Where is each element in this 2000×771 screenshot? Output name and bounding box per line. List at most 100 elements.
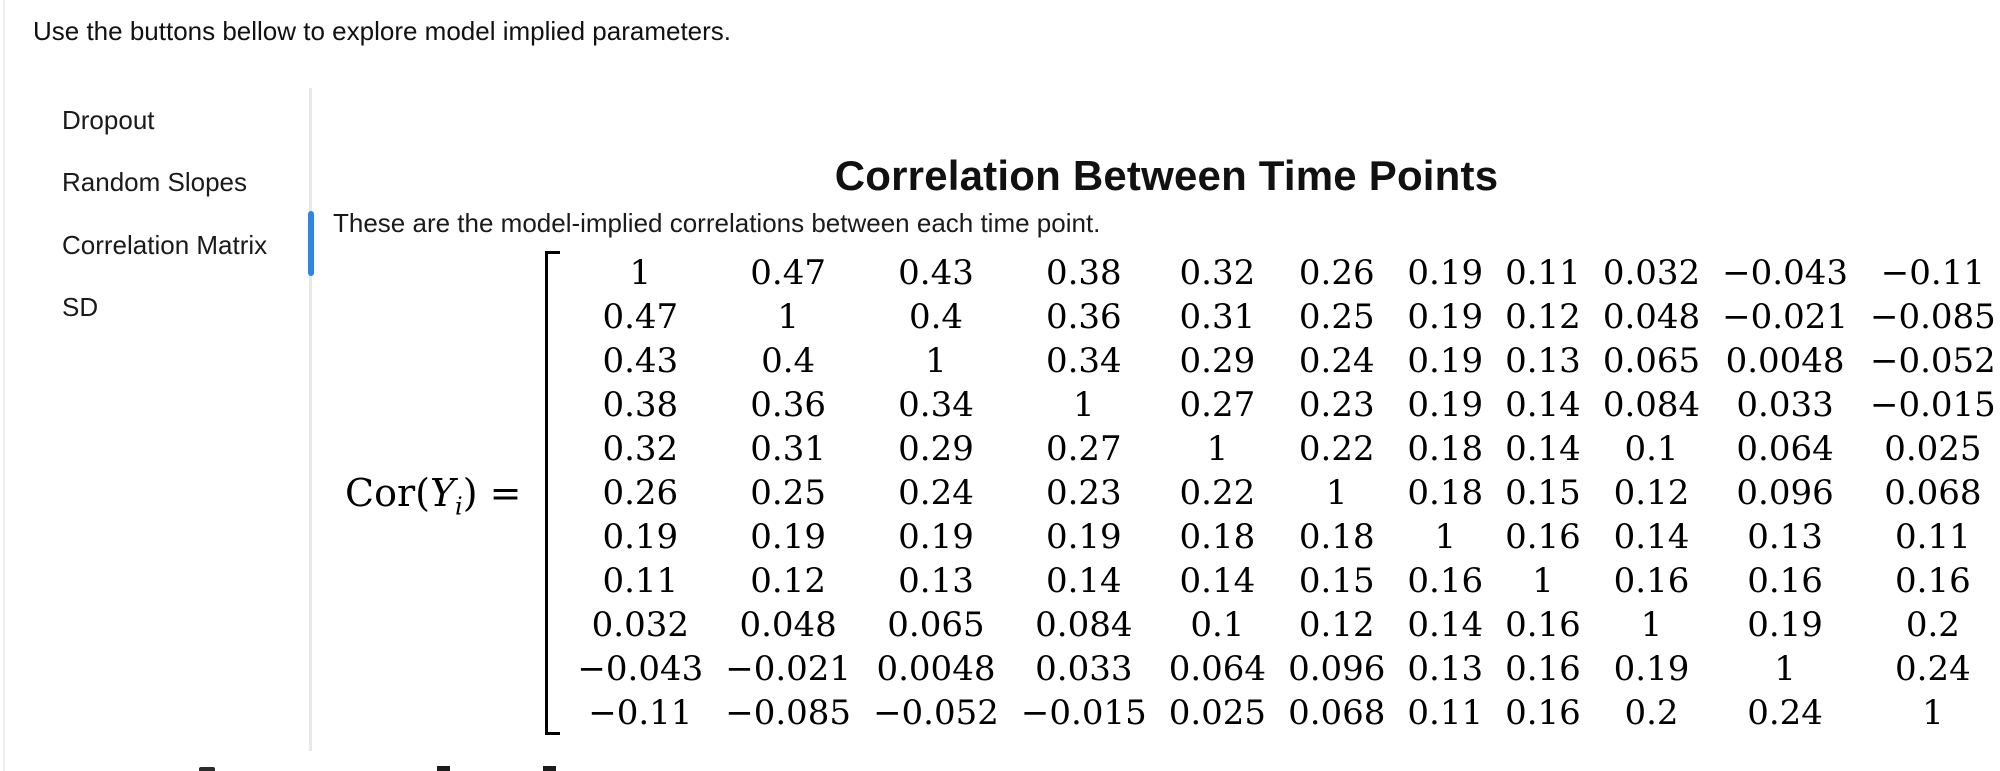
matrix-cell: 0.096	[1288, 649, 1386, 689]
matrix-cell: 0.36	[750, 385, 826, 425]
correlation-matrix-table: 1 0.47 0.43 0.38 0.32 0.26 0.19 0.11 0.032 −0.043…	[566, 251, 2000, 735]
sidebar-item-label: Dropout	[62, 104, 155, 135]
page-left-border	[3, 0, 5, 771]
sidebar-item-label: SD	[62, 292, 99, 323]
matrix-cell: 0.38	[602, 385, 679, 425]
matrix-cell: 1	[1922, 693, 1944, 733]
matrix-cell: 1	[629, 253, 652, 293]
intro-text: Use the buttons bellow to explore model …	[33, 16, 732, 46]
matrix-cell: 0.23	[1298, 385, 1375, 425]
matrix-cell: 0.22	[1179, 473, 1256, 513]
sidebar-item-dropout[interactable]: Dropout	[62, 89, 302, 152]
matrix-cell: 0.24	[898, 473, 974, 513]
matrix-cell: 0.22	[1298, 429, 1375, 469]
matrix-row: 0.11 0.12 0.13 0.14 0.14 0.15 0.16 1 0.16 0.16 0.1…	[566, 559, 2000, 603]
matrix-cell: 0.11	[602, 561, 679, 601]
matrix-cell: 0.033	[1736, 385, 1834, 425]
matrix-cell: 0.0048	[1725, 341, 1845, 381]
sidebar-active-indicator	[308, 211, 314, 276]
matrix-cell: 0.1	[1624, 429, 1679, 469]
matrix-row: 0.26 0.25 0.24 0.23 0.22 1 0.18 0.15 0.12 0.096 0.…	[566, 471, 2000, 515]
matrix-cell: 0.19	[1407, 385, 1484, 425]
sidebar-item-label: Correlation Matrix	[62, 229, 268, 260]
matrix-cell: 0.14	[1613, 517, 1690, 557]
matrix-cell: 0.31	[1179, 297, 1256, 337]
matrix-cell: 0.14	[1505, 429, 1581, 469]
matrix-cell: 0.2	[1905, 605, 1960, 645]
matrix-cell: 0.34	[898, 385, 974, 425]
matrix-cell: 0.16	[1747, 561, 1823, 601]
matrix-cell: 1	[777, 297, 799, 337]
sidebar-item-random-slopes[interactable]: Random Slopes	[62, 152, 302, 215]
matrix-cell: 0.084	[1035, 605, 1133, 645]
matrix-cell: 0.4	[908, 297, 964, 337]
matrix-cell: 0.11	[1407, 693, 1484, 733]
matrix-cell: 1	[1434, 517, 1457, 557]
matrix-cell: −0.085	[725, 693, 852, 733]
matrix-cell: 0.25	[1298, 297, 1375, 337]
matrix-cell: 0.27	[1179, 385, 1256, 425]
matrix-row: −0.11 −0.085 −0.052 −0.015 0.025 0.068 0.11 0.1…	[566, 691, 2000, 735]
sidebar: Dropout Random Slopes Correlation Matrix…	[62, 89, 302, 339]
sidebar-item-correlation-matrix[interactable]: Correlation Matrix	[62, 214, 302, 277]
matrix-cell: 0.1	[1190, 605, 1245, 645]
matrix-cell: 0.18	[1407, 429, 1484, 469]
sidebar-item-label: Random Slopes	[62, 167, 247, 198]
matrix-cell: −0.021	[725, 649, 852, 689]
matrix-cell: 0.15	[1505, 473, 1581, 513]
matrix-cell: 0.16	[1505, 605, 1581, 645]
matrix-cell: 0.15	[1298, 561, 1375, 601]
matrix-cell: 0.24	[1895, 649, 1971, 689]
matrix-cell: 0.033	[1035, 649, 1133, 689]
cutoff-next-section-glyph	[437, 766, 450, 771]
matrix-cell: 0.47	[602, 297, 679, 337]
matrix-cell: 0.18	[1298, 517, 1375, 557]
main-content: Correlation Between Time Points These ar…	[333, 0, 2000, 771]
matrix-cell: 0.19	[1613, 649, 1690, 689]
matrix-cell: 0.14	[1505, 385, 1581, 425]
matrix-row: 0.19 0.19 0.19 0.19 0.18 0.18 1 0.16 0.14 0.13 0.1…	[566, 515, 2000, 559]
matrix-cell: 1	[1325, 473, 1348, 513]
matrix-cell: 0.048	[1602, 297, 1701, 337]
matrix-cell: 0.29	[898, 429, 974, 469]
matrix-cell: 0.13	[1747, 517, 1823, 557]
matrix-cell: 0.11	[1505, 253, 1581, 293]
matrix-cell: 1	[1640, 605, 1663, 645]
matrix-cell: 1	[925, 341, 947, 381]
matrix-cell: 0.19	[602, 517, 679, 557]
sidebar-divider	[309, 88, 312, 751]
matrix-cell: 0.29	[1179, 341, 1256, 381]
matrix-cell: 0.096	[1736, 473, 1834, 513]
matrix-cell: 0.068	[1884, 473, 1982, 513]
matrix-cell: 0.19	[750, 517, 826, 557]
matrix-cell: 0.084	[1602, 385, 1701, 425]
matrix-row: 0.032 0.048 0.065 0.084 0.1 0.12 0.14 0.16 1 0.19…	[566, 603, 2000, 647]
matrix-cell: 0.18	[1407, 473, 1484, 513]
matrix-row: 0.32 0.31 0.29 0.27 1 0.22 0.18 0.14 0.1 0.064 0.0…	[566, 427, 2000, 471]
matrix-cell: 1	[1532, 561, 1554, 601]
matrix-cell: 0.32	[1179, 253, 1256, 293]
matrix-cell: 0.24	[1298, 341, 1375, 381]
matrix-cell: 0.13	[898, 561, 974, 601]
matrix-cell: 1	[1206, 429, 1229, 469]
matrix-row: 0.43 0.4 1 0.34 0.29 0.24 0.19 0.13 0.065 0.0048−…	[566, 339, 2000, 383]
matrix-cell: −0.021	[1722, 297, 1848, 337]
matrix-cell: −0.052	[1869, 341, 1996, 381]
matrix-cell: 0.025	[1884, 429, 1982, 469]
matrix-cell: 1	[1072, 385, 1095, 425]
matrix-cell: 0.19	[1407, 341, 1484, 381]
matrix-cell: 0.12	[1298, 605, 1375, 645]
matrix-cell: 0.18	[1179, 517, 1256, 557]
matrix-left-bracket	[545, 251, 561, 735]
matrix-cell: 0.13	[1505, 341, 1581, 381]
cutoff-next-section-glyph	[199, 767, 215, 771]
matrix-cell: 0.19	[1407, 297, 1484, 337]
matrix-cell: 0.14	[1179, 561, 1256, 601]
matrix-cell: 0.23	[1045, 473, 1122, 513]
matrix-cell: 1	[1774, 649, 1796, 689]
sidebar-item-sd[interactable]: SD	[62, 277, 302, 340]
matrix-row: 0.47 1 0.4 0.36 0.31 0.25 0.19 0.12 0.048 −0.021−…	[566, 295, 2000, 339]
matrix-cell: 0.048	[739, 605, 837, 645]
matrix-cell: 0.14	[1407, 605, 1484, 645]
matrix-cell: 0.13	[1407, 649, 1484, 689]
